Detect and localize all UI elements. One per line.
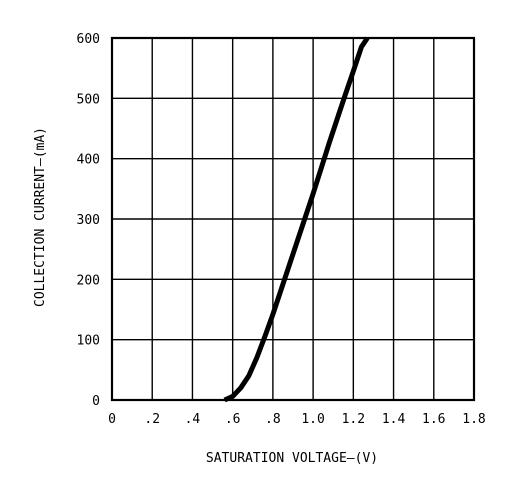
y-tick-label-4: 400 bbox=[77, 153, 100, 168]
y-tick-label-6: 600 bbox=[77, 32, 100, 47]
x-tick-label-8: 1.6 bbox=[422, 412, 445, 427]
x-tick-label-9: 1.8 bbox=[462, 412, 485, 427]
series-layer bbox=[223, 36, 370, 403]
x-tick-labels: 0 .2 .4 .6 .8 1.0 1.2 1.4 1.6 1.8 bbox=[108, 412, 486, 427]
x-tick-label-5: 1.0 bbox=[301, 412, 324, 427]
x-tick-label-3: .6 bbox=[225, 412, 241, 427]
x-tick-label-4: .8 bbox=[265, 412, 281, 427]
x-tick-label-7: 1.4 bbox=[382, 412, 406, 427]
y-tick-label-2: 200 bbox=[77, 273, 100, 288]
y-axis-title: COLLECTION CURRENT–(mA) bbox=[33, 127, 48, 307]
grid bbox=[112, 38, 474, 400]
series-line-0 bbox=[223, 36, 370, 403]
x-axis-title: SATURATION VOLTAGE–(V) bbox=[206, 451, 378, 466]
x-tick-label-1: .2 bbox=[144, 412, 160, 427]
y-tick-label-0: 0 bbox=[92, 394, 100, 409]
y-tick-label-3: 300 bbox=[77, 213, 100, 228]
plot-border bbox=[110, 36, 476, 402]
y-tick-label-5: 500 bbox=[77, 92, 100, 107]
plot-frame bbox=[110, 36, 476, 402]
x-tick-label-6: 1.2 bbox=[342, 412, 365, 427]
x-tick-label-0: 0 bbox=[108, 412, 116, 427]
x-tick-label-2: .4 bbox=[185, 412, 201, 427]
y-tick-label-1: 100 bbox=[77, 334, 100, 349]
y-tick-labels: 0 100 200 300 400 500 600 bbox=[77, 32, 100, 409]
